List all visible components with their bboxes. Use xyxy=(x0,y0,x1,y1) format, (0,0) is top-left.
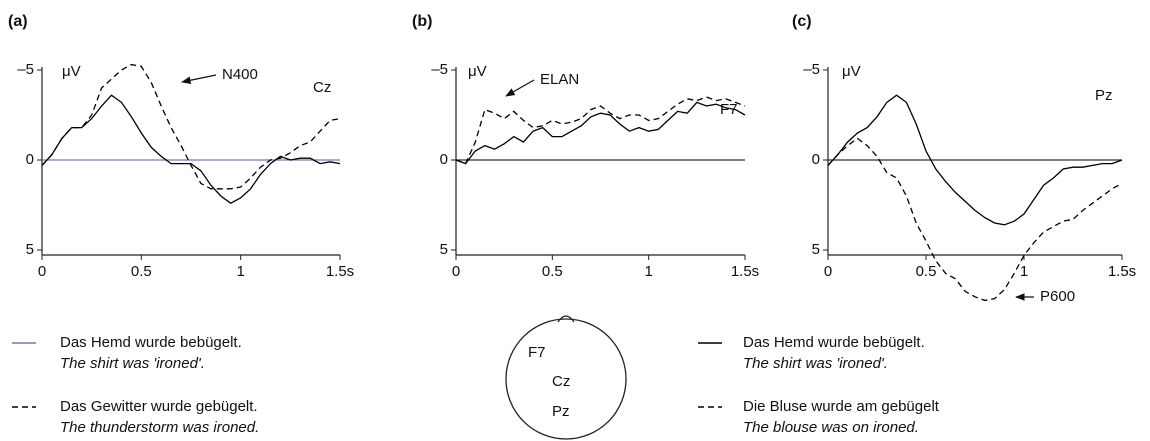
legend-translation: The blouse was on ironed. xyxy=(743,419,919,436)
legend-translation: The shirt was 'ironed'. xyxy=(743,355,888,372)
legend: Das Hemd wurde bebügelt. The shirt was 'i… xyxy=(698,334,940,436)
y-tick-label: –5 xyxy=(431,61,448,78)
electrode-label: Pz xyxy=(1095,87,1113,104)
x-tick-label: 0 xyxy=(38,263,46,280)
electrode-label: Cz xyxy=(552,373,570,390)
electrode-label: F7 xyxy=(528,344,546,361)
legend-translation: The shirt was 'ironed'. xyxy=(60,355,205,372)
head-diagram: F7 Cz Pz xyxy=(505,315,627,440)
annotation-arrow xyxy=(181,74,217,85)
annotation: N400 xyxy=(222,66,258,83)
erp-line xyxy=(827,137,1123,302)
annotation: P600 xyxy=(1040,288,1075,305)
y-axis-label: μV xyxy=(468,63,487,80)
electrode-label: Cz xyxy=(313,79,331,96)
x-tick-label: 1.5s xyxy=(1108,263,1136,280)
y-tick-label: 0 xyxy=(440,151,448,168)
x-tick-label: 1 xyxy=(236,263,244,280)
panel-label: (b) xyxy=(412,13,432,30)
legend-text: Die Bluse wurde am gebügelt xyxy=(743,398,940,415)
legend: Das Hemd wurde bebügelt. The shirt was 'i… xyxy=(12,334,259,436)
nose xyxy=(557,315,575,323)
panel-label: (c) xyxy=(792,13,812,30)
annotation: ELAN xyxy=(540,71,579,88)
panel-label: (a) xyxy=(8,13,28,30)
erp-line xyxy=(41,63,341,190)
electrode-label: Pz xyxy=(552,403,570,420)
x-tick-label: 1.5s xyxy=(731,263,759,280)
x-tick-label: 1 xyxy=(1020,263,1028,280)
y-axis-label: μV xyxy=(62,63,81,80)
head-outline xyxy=(505,318,627,440)
x-tick-label: 0 xyxy=(824,263,832,280)
y-tick-label: 0 xyxy=(26,151,34,168)
y-tick-label: 0 xyxy=(812,151,820,168)
annotation-arrow xyxy=(505,79,535,97)
x-tick-label: 1 xyxy=(644,263,652,280)
y-tick-label: 5 xyxy=(812,241,820,258)
x-tick-label: 0.5 xyxy=(916,263,937,280)
electrode-label: F7 xyxy=(720,101,738,118)
legend-text: Das Hemd wurde bebügelt. xyxy=(743,334,925,351)
erp-line xyxy=(41,94,341,204)
legend-text: Das Hemd wurde bebügelt. xyxy=(60,334,242,351)
y-tick-label: –5 xyxy=(803,61,820,78)
y-tick-label: 5 xyxy=(440,241,448,258)
x-tick-label: 0.5 xyxy=(542,263,563,280)
y-tick-label: 5 xyxy=(26,241,34,258)
y-tick-label: –5 xyxy=(17,61,34,78)
x-tick-label: 0 xyxy=(452,263,460,280)
x-tick-label: 1.5s xyxy=(326,263,354,280)
x-tick-label: 0.5 xyxy=(131,263,152,280)
erp-line xyxy=(455,101,746,165)
erp-line xyxy=(455,96,746,165)
legend-translation: The thunderstorm was ironed. xyxy=(60,419,259,436)
erp-line xyxy=(827,94,1123,226)
legend-text: Das Gewitter wurde gebügelt. xyxy=(60,398,258,415)
y-axis-label: μV xyxy=(842,63,861,80)
